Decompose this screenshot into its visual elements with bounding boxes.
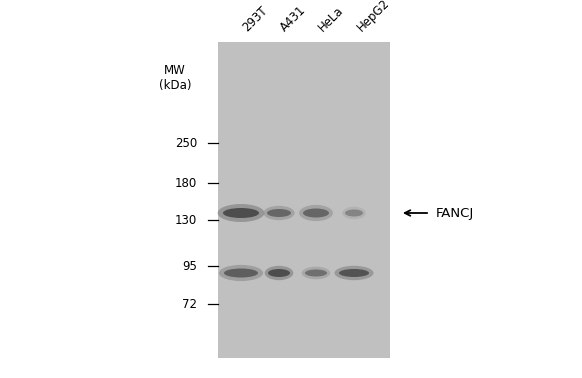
- Text: 130: 130: [175, 214, 197, 226]
- Ellipse shape: [218, 204, 264, 222]
- Ellipse shape: [267, 209, 291, 217]
- Ellipse shape: [345, 209, 363, 217]
- Text: A431: A431: [278, 3, 308, 34]
- Ellipse shape: [268, 269, 290, 277]
- Text: 72: 72: [182, 297, 197, 310]
- Text: (kDa): (kDa): [159, 79, 191, 91]
- Text: HeLa: HeLa: [316, 4, 346, 34]
- Text: 95: 95: [182, 260, 197, 273]
- Ellipse shape: [264, 206, 294, 220]
- Ellipse shape: [305, 270, 327, 276]
- Text: 293T: 293T: [240, 4, 270, 34]
- Ellipse shape: [303, 209, 329, 217]
- Text: 250: 250: [175, 136, 197, 150]
- Ellipse shape: [342, 207, 365, 219]
- Ellipse shape: [219, 265, 263, 281]
- Bar: [218, 42, 390, 358]
- Ellipse shape: [223, 208, 259, 218]
- Text: 180: 180: [175, 177, 197, 189]
- Ellipse shape: [335, 266, 374, 280]
- Text: MW: MW: [164, 64, 186, 76]
- Text: HepG2: HepG2: [355, 0, 393, 34]
- Ellipse shape: [265, 266, 293, 280]
- Ellipse shape: [301, 267, 331, 279]
- Ellipse shape: [299, 205, 333, 221]
- Text: FANCJ: FANCJ: [436, 206, 474, 220]
- Ellipse shape: [224, 268, 258, 277]
- Ellipse shape: [339, 269, 369, 277]
